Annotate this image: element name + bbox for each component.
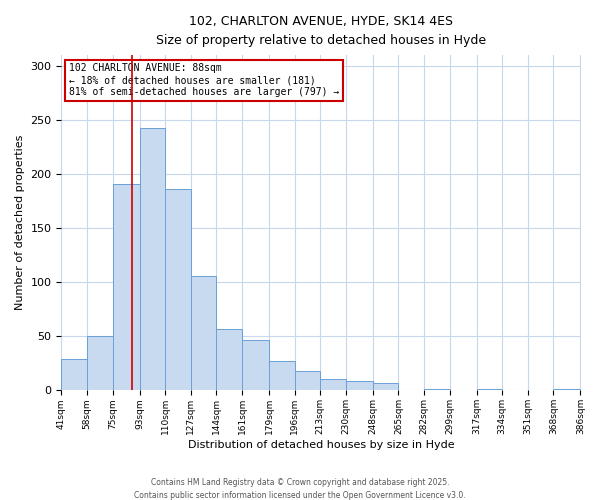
Bar [242, 340, 269, 390]
Bar [165, 189, 191, 390]
Bar [217, 329, 242, 390]
Bar [346, 380, 373, 390]
Text: Contains HM Land Registry data © Crown copyright and database right 2025.
Contai: Contains HM Land Registry data © Crown c… [134, 478, 466, 500]
Bar [191, 276, 217, 390]
Bar [87, 336, 113, 390]
Title: 102, CHARLTON AVENUE, HYDE, SK14 4ES
Size of property relative to detached house: 102, CHARLTON AVENUE, HYDE, SK14 4ES Siz… [156, 15, 486, 47]
Bar [373, 383, 398, 390]
X-axis label: Distribution of detached houses by size in Hyde: Distribution of detached houses by size … [188, 440, 454, 450]
Y-axis label: Number of detached properties: Number of detached properties [15, 135, 25, 310]
Text: 102 CHARLTON AVENUE: 88sqm
← 18% of detached houses are smaller (181)
81% of sem: 102 CHARLTON AVENUE: 88sqm ← 18% of deta… [69, 64, 340, 96]
Bar [320, 378, 346, 390]
Bar [113, 184, 140, 390]
Bar [295, 371, 320, 390]
Bar [140, 128, 165, 390]
Bar [269, 361, 295, 390]
Bar [61, 359, 87, 390]
